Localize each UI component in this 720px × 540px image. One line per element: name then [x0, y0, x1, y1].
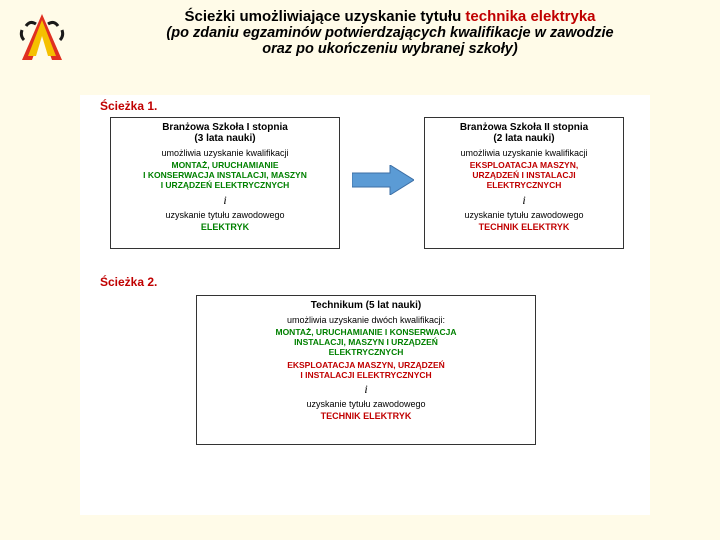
title-prefix: Ścieżki umożliwiające uzyskanie tytułu: [184, 8, 465, 25]
header: Ścieżki umożliwiające uzyskanie tytułu t…: [0, 0, 720, 61]
box2-title: Branżowa Szkoła II stopnia: [431, 122, 617, 133]
title-line1: Ścieżki umożliwiające uzyskanie tytułu t…: [70, 8, 710, 25]
box3-umoz: umożliwia uzyskanie dwóch kwalifikacji:: [203, 315, 529, 325]
path1-label: Ścieżka 1.: [100, 99, 157, 113]
box1-uzys: uzyskanie tytułu zawodowego: [117, 210, 333, 220]
box1-title: Branżowa Szkoła I stopnia: [117, 122, 333, 133]
title-highlight: technika elektryka: [465, 8, 595, 25]
box2-red: EKSPLOATACJA MASZYN, URZĄDZEŃ I INSTALAC…: [431, 160, 617, 191]
box2-i: i: [431, 193, 617, 208]
diagram-canvas: Ścieżka 1. Branżowa Szkoła I stopnia (3 …: [80, 95, 650, 515]
arrow-icon: [352, 165, 414, 195]
box3-i: i: [203, 382, 529, 397]
box1-green: MONTAŻ, URUCHAMIANIE I KONSERWACJA INSTA…: [117, 160, 333, 191]
box1-i: i: [117, 193, 333, 208]
logo: [12, 8, 72, 68]
box3-green: MONTAŻ, URUCHAMIANIE I KONSERWACJA INSTA…: [203, 327, 529, 358]
path2-label: Ścieżka 2.: [100, 275, 157, 289]
box1-result: ELEKTRYK: [117, 222, 333, 232]
title-line2: (po zdaniu egzaminów potwierdzających kw…: [70, 25, 710, 41]
box3-result: TECHNIK ELEKTRYK: [203, 411, 529, 421]
box2-umoz: umożliwia uzyskanie kwalifikacji: [431, 148, 617, 158]
box1-subtitle: (3 lata nauki): [117, 133, 333, 144]
path1-box2: Branżowa Szkoła II stopnia (2 lata nauki…: [424, 117, 624, 249]
path2-box: Technikum (5 lat nauki) umożliwia uzyska…: [196, 295, 536, 445]
box3-title: Technikum (5 lat nauki): [203, 300, 529, 311]
box2-subtitle: (2 lata nauki): [431, 133, 617, 144]
box2-uzys: uzyskanie tytułu zawodowego: [431, 210, 617, 220]
box1-umoz: umożliwia uzyskanie kwalifikacji: [117, 148, 333, 158]
box2-result: TECHNIK ELEKTRYK: [431, 222, 617, 232]
title-line3: oraz po ukończeniu wybranej szkoły): [70, 41, 710, 57]
box3-uzys: uzyskanie tytułu zawodowego: [203, 399, 529, 409]
path1-box1: Branżowa Szkoła I stopnia (3 lata nauki)…: [110, 117, 340, 249]
box3-red: EKSPLOATACJA MASZYN, URZĄDZEŃ I INSTALAC…: [203, 360, 529, 380]
